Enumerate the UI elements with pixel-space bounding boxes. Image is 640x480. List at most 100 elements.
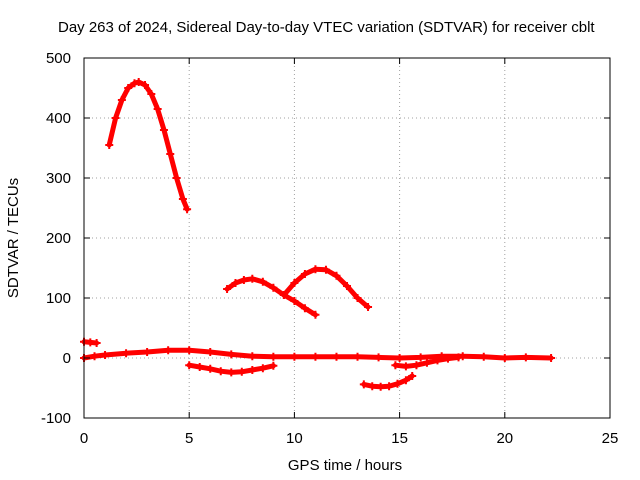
data-point — [385, 382, 394, 391]
y-tick-label: 500 — [46, 50, 71, 67]
data-point — [353, 294, 362, 302]
data-point — [101, 351, 110, 359]
data-point — [206, 364, 215, 373]
data-point — [376, 382, 385, 391]
data-point — [353, 352, 362, 361]
x-axis-ticks: 0 5 10 15 20 25 — [80, 58, 619, 447]
data-point — [408, 372, 417, 380]
data-point — [117, 96, 126, 104]
data-point — [500, 354, 509, 362]
y-axis-label: SDTVAR / TECUs — [5, 178, 22, 298]
data-point — [172, 174, 181, 182]
data-point — [248, 274, 257, 283]
y-tick-label: 200 — [46, 230, 71, 247]
data-point — [300, 304, 309, 313]
data-point — [279, 291, 288, 299]
series-trace — [106, 79, 190, 212]
y-tick-label: 400 — [46, 110, 71, 127]
data-point — [443, 354, 452, 363]
data-point — [290, 352, 299, 361]
data-point — [248, 352, 257, 361]
y-axis-ticks: -100 0 100 200 300 400 500 — [41, 50, 610, 427]
data-point — [368, 382, 377, 391]
data-point — [416, 353, 425, 362]
data-point — [269, 283, 278, 292]
data-point — [412, 361, 421, 370]
data-point — [164, 346, 173, 355]
data-point — [479, 352, 488, 361]
data-point — [311, 352, 320, 361]
x-tick-label: 25 — [602, 430, 619, 447]
data-point — [141, 81, 150, 89]
y-tick-label: 300 — [46, 170, 71, 187]
x-tick-label: 10 — [286, 430, 303, 447]
data-point — [124, 84, 133, 92]
data-point — [311, 310, 320, 319]
data-point — [311, 265, 320, 274]
data-point — [185, 346, 194, 355]
data-point — [393, 379, 402, 388]
data-point — [216, 367, 225, 376]
data-point — [395, 354, 404, 362]
data-point — [258, 277, 267, 286]
data-point — [105, 141, 114, 149]
x-axis-label: GPS time / hours — [288, 457, 402, 474]
data-point — [111, 114, 120, 122]
data-point — [206, 348, 215, 356]
data-point — [143, 348, 152, 356]
data-point — [195, 363, 204, 371]
data-point — [92, 339, 101, 347]
series-trace — [224, 276, 318, 318]
data-point — [401, 376, 410, 385]
y-tick-label: -100 — [41, 410, 71, 427]
data-point — [290, 279, 299, 287]
data-point — [454, 353, 463, 362]
data-point — [185, 361, 194, 370]
data-point — [391, 361, 400, 370]
x-tick-label: 0 — [80, 430, 88, 447]
data-point — [258, 364, 267, 373]
data-point — [433, 356, 442, 365]
data-point — [239, 276, 248, 284]
data-point — [90, 352, 99, 361]
data-point — [422, 358, 431, 367]
data-point — [359, 380, 368, 389]
data-point — [166, 150, 175, 158]
data-point — [364, 303, 373, 311]
data-point — [401, 362, 410, 371]
data-point — [343, 282, 351, 290]
data-point — [521, 353, 530, 362]
data-point — [227, 350, 236, 359]
data-series — [80, 78, 556, 391]
data-point — [122, 349, 131, 358]
y-tick-label: 0 — [63, 350, 71, 367]
data-point — [227, 368, 236, 377]
data-point — [130, 79, 139, 88]
data-point — [248, 366, 257, 374]
y-tick-label: 100 — [46, 290, 71, 307]
data-point — [290, 297, 299, 305]
plot-frame — [83, 57, 611, 419]
data-point — [159, 126, 168, 134]
data-point — [332, 271, 341, 280]
data-point — [223, 285, 232, 293]
data-point — [237, 367, 246, 376]
x-tick-label: 15 — [391, 430, 408, 447]
data-point — [300, 270, 309, 278]
data-point — [332, 352, 341, 361]
data-point — [269, 352, 278, 361]
data-point — [321, 265, 330, 274]
chart-title: Day 263 of 2024, Sidereal Day-to-day VTE… — [58, 19, 595, 36]
data-point — [374, 353, 383, 362]
data-point — [547, 354, 556, 362]
data-point — [153, 105, 162, 113]
grid-lines — [84, 58, 610, 418]
data-point — [183, 205, 192, 214]
x-tick-label: 20 — [496, 430, 513, 447]
data-point — [178, 195, 187, 203]
data-point — [134, 78, 143, 86]
data-point — [147, 90, 156, 98]
data-point — [269, 361, 278, 370]
data-point — [231, 279, 240, 287]
